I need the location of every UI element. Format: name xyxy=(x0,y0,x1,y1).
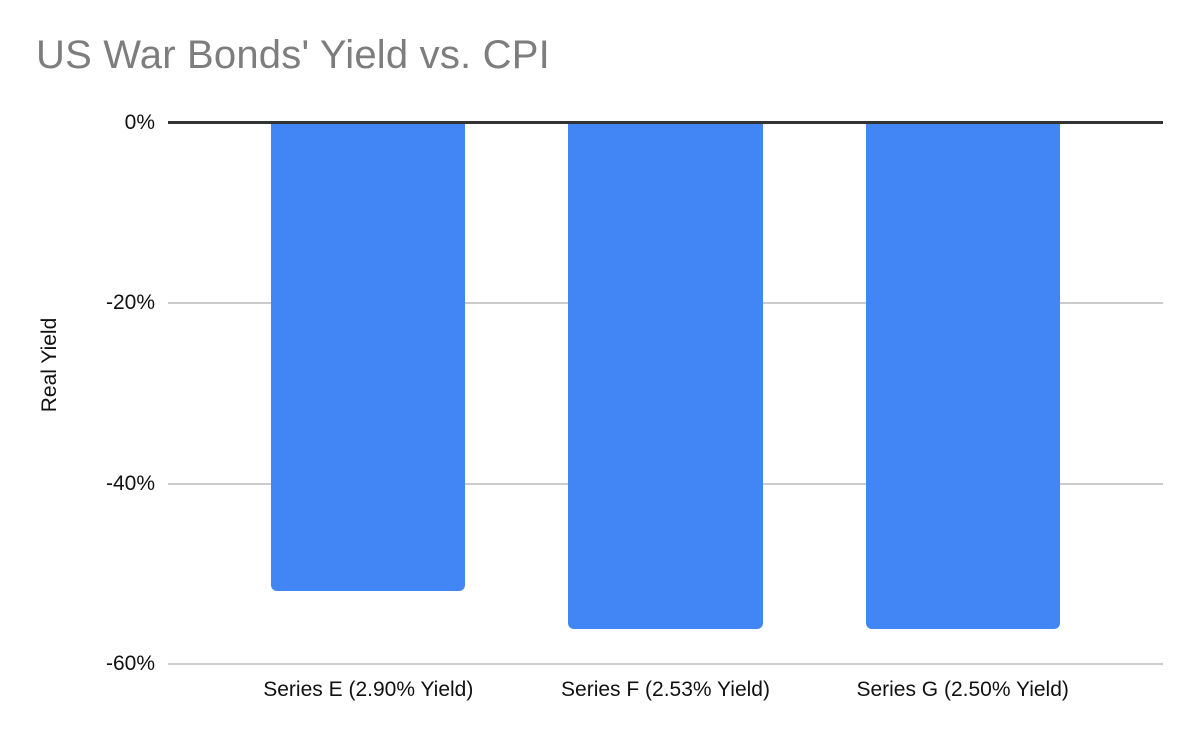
x-axis-labels: Series E (2.90% Yield) Series F (2.53% Yi… xyxy=(168,678,1163,708)
bar-2 xyxy=(568,124,763,630)
zero-axis-line xyxy=(168,121,1163,124)
bar-1 xyxy=(271,124,466,592)
y-tick-label: -60% xyxy=(105,652,155,675)
y-tick-label: 0% xyxy=(124,110,155,134)
gridline xyxy=(168,663,1163,665)
y-axis-tick-labels: 0% -20% -40% -60% xyxy=(0,0,155,742)
chart-title: US War Bonds' Yield vs. CPI xyxy=(36,33,550,77)
y-tick-label: -40% xyxy=(105,471,155,495)
y-tick-label: -20% xyxy=(105,291,155,314)
plot-area xyxy=(168,124,1163,665)
bar-3 xyxy=(865,124,1060,630)
x-tick-label: Series F (2.53% Yield) xyxy=(561,678,770,701)
x-tick-label: Series G (2.50% Yield) xyxy=(856,678,1069,701)
x-tick-label: Series E (2.90% Yield) xyxy=(263,678,474,701)
